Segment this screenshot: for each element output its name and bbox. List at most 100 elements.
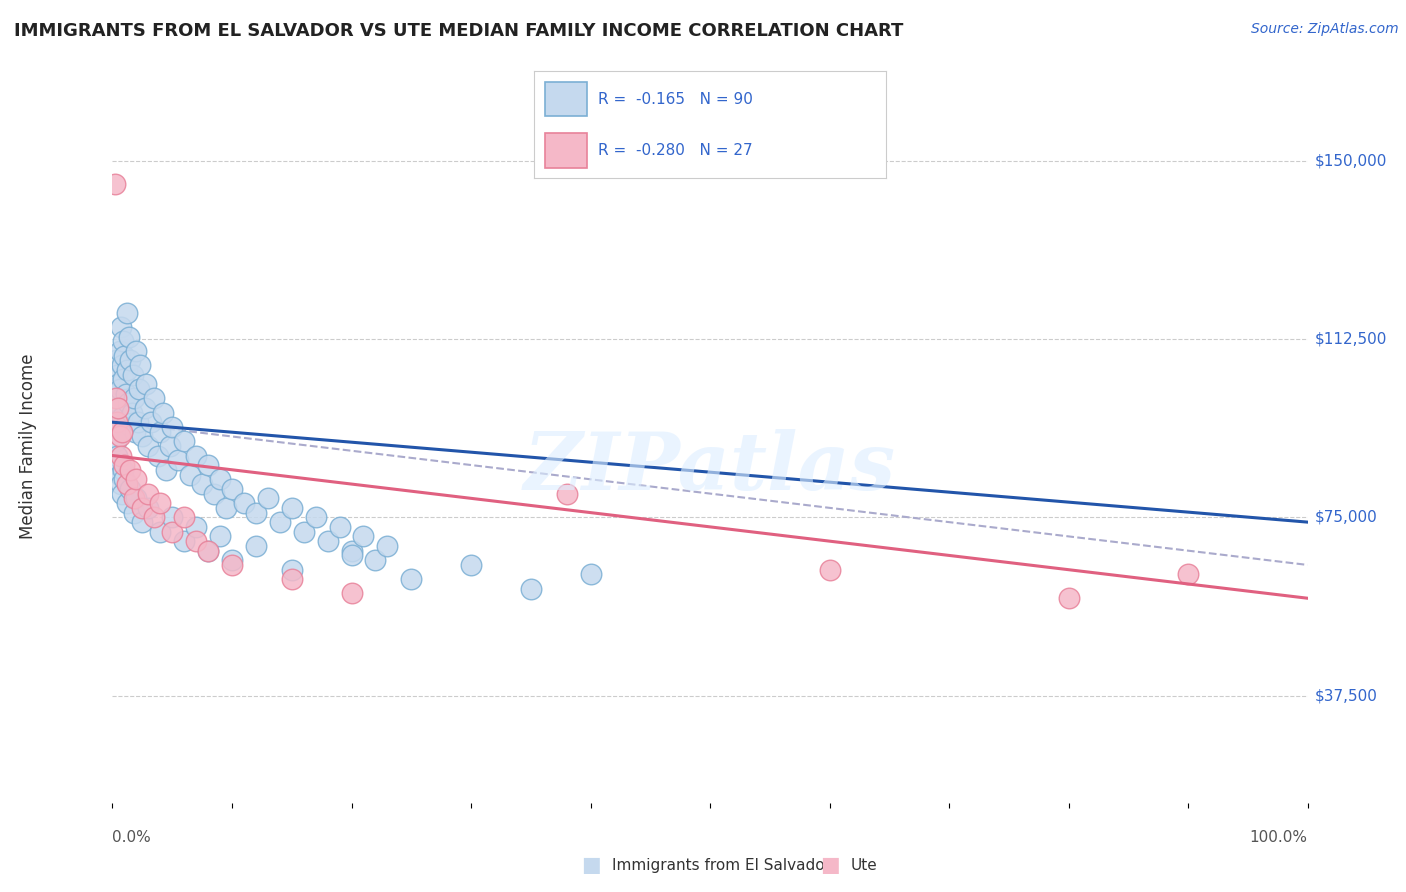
Point	[114, 458, 135, 472]
Point	[173, 510, 195, 524]
Point	[105, 415, 128, 429]
Point	[121, 368, 143, 382]
Point	[328, 520, 352, 534]
Text: Source: ZipAtlas.com: Source: ZipAtlas.com	[1251, 22, 1399, 37]
Point	[115, 363, 138, 377]
Point	[162, 524, 183, 539]
Point	[520, 582, 543, 596]
Point	[340, 543, 363, 558]
Point	[105, 449, 128, 463]
Point	[281, 572, 304, 586]
Point	[352, 529, 374, 543]
Point	[124, 425, 146, 439]
Bar	[544, 134, 586, 168]
Point	[179, 467, 201, 482]
Point	[114, 472, 135, 486]
Point	[221, 553, 243, 567]
Point	[125, 343, 148, 358]
Point	[377, 539, 399, 553]
Point	[579, 567, 602, 582]
Point	[143, 510, 166, 524]
Point	[197, 543, 219, 558]
Point	[118, 329, 141, 343]
Point	[138, 439, 160, 453]
Point	[125, 491, 148, 506]
Point	[138, 486, 160, 500]
Point	[125, 472, 148, 486]
Point	[159, 439, 181, 453]
Point	[111, 425, 134, 439]
Point	[304, 510, 326, 524]
Point	[232, 496, 256, 510]
Point	[208, 529, 231, 543]
Text: $112,500: $112,500	[1315, 332, 1386, 346]
Point	[105, 353, 128, 368]
Text: $37,500: $37,500	[1315, 689, 1378, 703]
Point	[107, 458, 129, 472]
Point	[364, 553, 387, 567]
Text: $75,000: $75,000	[1315, 510, 1378, 524]
Bar	[544, 82, 586, 116]
Text: Immigrants from El Salvador: Immigrants from El Salvador	[612, 858, 831, 872]
Point	[202, 486, 225, 500]
Point	[104, 178, 127, 192]
Point	[208, 472, 231, 486]
Point	[115, 477, 138, 491]
Point	[122, 491, 145, 506]
Point	[818, 563, 841, 577]
Point	[111, 486, 134, 500]
Point	[197, 543, 219, 558]
Point	[107, 415, 129, 429]
Point	[121, 406, 143, 420]
Point	[1177, 567, 1199, 582]
Point	[162, 510, 183, 524]
Point	[108, 382, 131, 396]
Point	[134, 401, 156, 415]
Point	[155, 463, 177, 477]
Point	[117, 396, 139, 410]
Point	[316, 534, 339, 549]
Point	[149, 425, 172, 439]
Point	[110, 401, 132, 415]
Text: R =  -0.280   N = 27: R = -0.280 N = 27	[598, 143, 752, 158]
Point	[105, 406, 128, 420]
Point	[460, 558, 482, 572]
Point	[197, 458, 219, 472]
Point	[221, 482, 243, 496]
Point	[122, 506, 145, 520]
Point	[105, 392, 128, 406]
Point	[114, 349, 135, 363]
Point	[281, 563, 304, 577]
Text: IMMIGRANTS FROM EL SALVADOR VS UTE MEDIAN FAMILY INCOME CORRELATION CHART: IMMIGRANTS FROM EL SALVADOR VS UTE MEDIA…	[14, 22, 904, 40]
Point	[162, 420, 183, 434]
Point	[257, 491, 280, 506]
Point	[281, 500, 304, 515]
Text: 0.0%: 0.0%	[112, 830, 152, 845]
Point	[131, 500, 153, 515]
Point	[111, 410, 134, 425]
Point	[138, 500, 160, 515]
Point	[245, 539, 267, 553]
Text: ■: ■	[820, 855, 839, 875]
Point	[115, 496, 138, 510]
Point	[401, 572, 423, 586]
Point	[152, 406, 174, 420]
Point	[215, 500, 238, 515]
Point	[340, 549, 363, 563]
Point	[120, 353, 142, 368]
Point	[107, 401, 129, 415]
Point	[149, 524, 172, 539]
Point	[120, 463, 142, 477]
Point	[112, 463, 135, 477]
Point	[139, 415, 162, 429]
Point	[112, 334, 135, 349]
Point	[131, 515, 153, 529]
Text: Median Family Income: Median Family Income	[20, 353, 37, 539]
Point	[135, 377, 157, 392]
Point	[186, 449, 208, 463]
Point	[131, 429, 153, 443]
Point	[107, 377, 129, 392]
Point	[110, 477, 132, 491]
Point	[149, 496, 172, 510]
Point	[110, 449, 132, 463]
